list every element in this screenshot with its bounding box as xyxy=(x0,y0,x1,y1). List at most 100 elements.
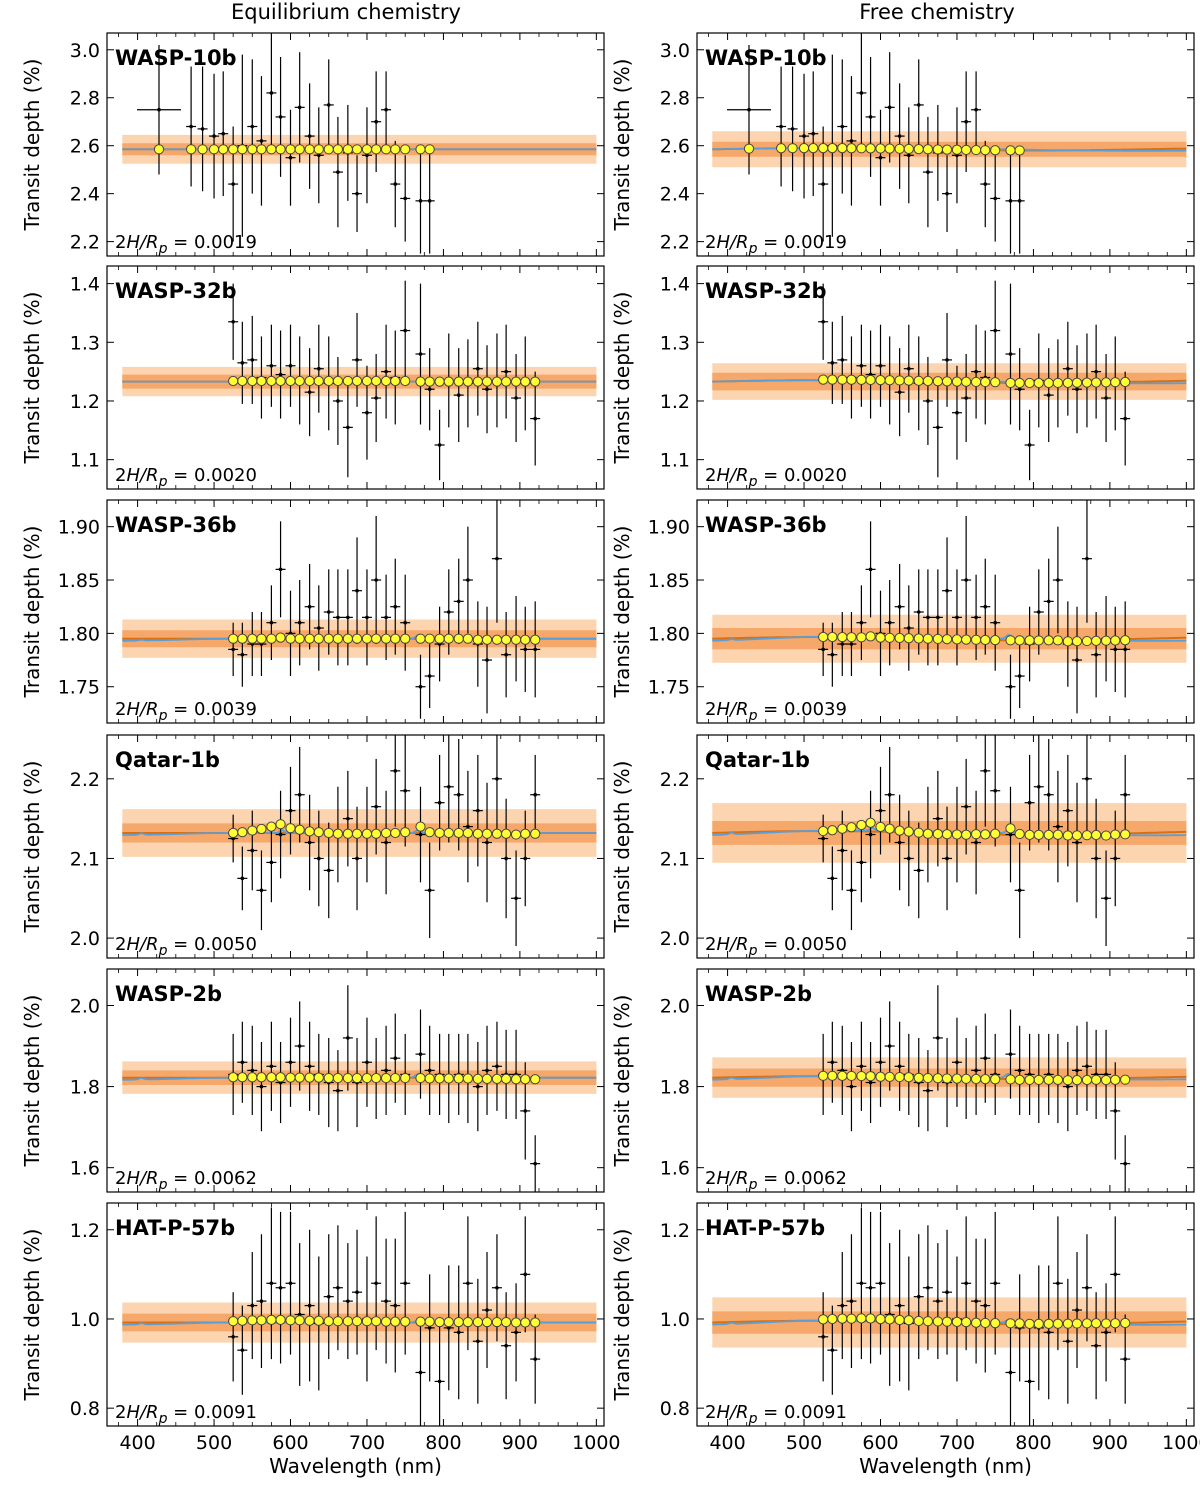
binned-model-point xyxy=(520,634,531,645)
panel-frame xyxy=(696,734,1195,959)
x-tick-label: 400 xyxy=(119,1432,155,1454)
data-point xyxy=(846,76,857,206)
data-point xyxy=(1014,644,1025,709)
binned-model-point xyxy=(371,1072,382,1084)
data-point xyxy=(951,1017,962,1107)
binned-model-point xyxy=(443,633,454,644)
data-point xyxy=(530,601,541,698)
y-tick-label: 1.3 xyxy=(660,332,690,354)
binned-model-point xyxy=(970,376,982,388)
binned-model-point xyxy=(361,375,373,387)
panel-frame xyxy=(696,1202,1195,1427)
data-point xyxy=(932,1243,943,1360)
data-point xyxy=(1120,601,1131,698)
binned-model-point xyxy=(1110,1074,1121,1085)
data-point xyxy=(922,356,933,445)
binned-model-point xyxy=(865,631,876,642)
binned-model-point xyxy=(285,1072,296,1083)
data-point xyxy=(1033,735,1044,843)
data-point xyxy=(228,1292,239,1382)
binned-model-point xyxy=(481,376,493,387)
binned-model-point xyxy=(424,633,435,644)
binned-model-point xyxy=(424,144,435,155)
data-point xyxy=(1072,1252,1083,1369)
binned-model-point xyxy=(865,817,876,828)
data-point xyxy=(304,1021,315,1111)
y-axis-label: Transit depth (%) xyxy=(610,59,634,232)
y-tick-label: 1.0 xyxy=(660,1309,690,1331)
data-point xyxy=(352,537,363,645)
binned-model-point xyxy=(1100,377,1112,388)
binned-model-point xyxy=(1062,1075,1073,1086)
binned-model-point xyxy=(1043,377,1054,389)
data-point xyxy=(980,1238,991,1373)
data-point xyxy=(511,1283,522,1382)
data-point xyxy=(1062,321,1073,416)
data-point xyxy=(1101,1029,1112,1120)
binned-model-point xyxy=(990,377,1001,388)
binned-model-point xyxy=(313,827,324,838)
binned-model-point xyxy=(342,1316,353,1327)
binned-model-point xyxy=(932,633,943,645)
binned-model-point xyxy=(218,144,229,155)
panel-frame xyxy=(106,968,605,1193)
y-tick-label: 0.8 xyxy=(70,1398,100,1420)
binned-model-point xyxy=(970,634,982,645)
data-point xyxy=(922,569,933,666)
y-tick-label: 2.0 xyxy=(660,928,690,950)
data-point xyxy=(1024,1033,1035,1115)
y-tick-label: 1.6 xyxy=(70,1158,100,1180)
binned-model-point xyxy=(827,143,838,154)
plot-area xyxy=(122,500,597,719)
binned-model-point xyxy=(323,633,334,644)
planet-name-label: Qatar-1b xyxy=(115,748,220,772)
binned-model-point xyxy=(846,374,857,385)
binned-model-point xyxy=(743,143,755,154)
data-point xyxy=(472,1278,483,1404)
panel-wasp-32b-free: 1.1 1.2 1.3 1.4 WASP-32b 2H/Rp = 0.0020 Transi… xyxy=(610,265,1195,490)
data-point xyxy=(424,842,435,939)
binned-model-point xyxy=(922,144,934,155)
panel-hat-p-57b-free: 0.8 1.0 1.2 HAT-P-57b 2H/Rp = 0.0091 Transit … xyxy=(610,1202,1200,1478)
binned-model-point xyxy=(913,1315,924,1327)
binned-model-point xyxy=(922,1072,934,1084)
plot-area xyxy=(712,500,1187,719)
data-point xyxy=(903,107,914,204)
binned-model-point xyxy=(380,633,392,644)
data-point xyxy=(787,66,798,192)
planet-name-label: WASP-10b xyxy=(115,46,237,70)
data-point xyxy=(1110,606,1121,693)
binned-model-point xyxy=(1091,377,1102,388)
y-axis-label: Transit depth (%) xyxy=(610,526,634,699)
binned-model-point xyxy=(875,632,886,643)
data-point xyxy=(266,1021,277,1111)
data-point xyxy=(990,1211,1001,1355)
y-axis-label: Transit depth (%) xyxy=(20,526,44,699)
binned-model-point xyxy=(932,376,943,387)
binned-model-point xyxy=(884,375,895,386)
binned-model-point xyxy=(323,144,334,155)
data-point xyxy=(837,315,848,404)
binned-model-point xyxy=(884,632,895,643)
data-point xyxy=(400,280,411,381)
data-point xyxy=(285,324,296,407)
data-point xyxy=(332,1050,343,1132)
data-point xyxy=(980,140,991,228)
binned-model-point xyxy=(990,1074,1001,1085)
binned-model-point xyxy=(818,1070,829,1081)
binned-model-point xyxy=(951,144,963,155)
binned-model-point xyxy=(453,376,464,387)
data-point xyxy=(922,1225,933,1351)
planet-name-label: HAT-P-57b xyxy=(115,1216,235,1240)
data-point xyxy=(520,606,531,693)
data-point xyxy=(1081,735,1092,839)
binned-model-point xyxy=(294,633,305,644)
plot-area xyxy=(122,33,597,254)
scale-height-label: 2H/Rp = 0.0091 xyxy=(705,1402,847,1427)
binned-model-point xyxy=(1120,1074,1131,1085)
binned-model-point xyxy=(932,828,943,840)
binned-model-point xyxy=(304,633,315,644)
binned-model-point xyxy=(846,1070,857,1082)
binned-model-point xyxy=(1071,830,1083,841)
scale-height-label: 2H/Rp = 0.0050 xyxy=(115,934,257,959)
